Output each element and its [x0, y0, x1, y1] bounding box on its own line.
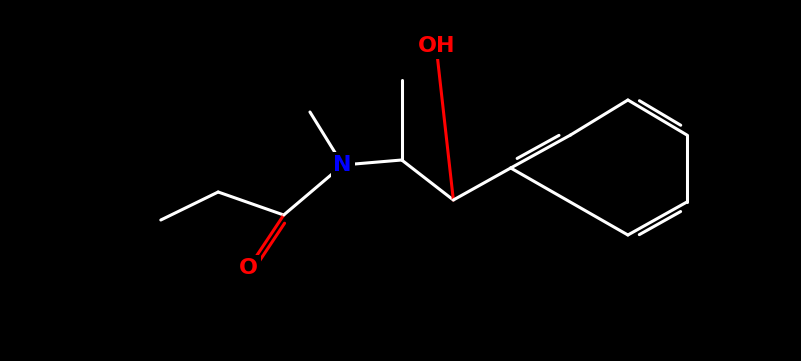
Text: N: N	[333, 155, 352, 175]
Text: OH: OH	[417, 36, 455, 56]
Text: O: O	[239, 258, 258, 278]
